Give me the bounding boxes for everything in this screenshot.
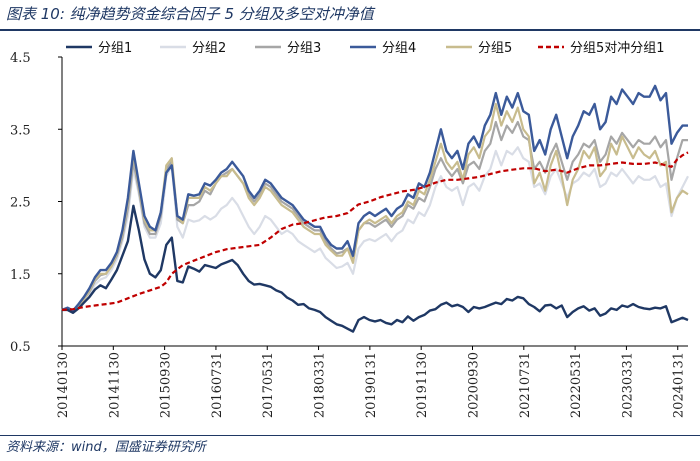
x-tick-label: 20170531 [261, 352, 276, 418]
series-line [61, 102, 689, 313]
x-tick-label: 20210731 [518, 352, 533, 418]
y-tick-label: 1.5 [10, 268, 31, 283]
series-line [61, 151, 689, 311]
x-tick-label: 20191130 [415, 352, 430, 418]
chart-legend: 分组1 分组2 分组3 分组4 分组5 分组5对冲分组1 [66, 41, 665, 56]
title-divider [0, 29, 700, 31]
chart-title: 图表 10: 纯净趋势资金综合因子 5 分组及多空对冲净值 [6, 5, 374, 23]
series-line [61, 84, 688, 312]
x-tick-label: 20160731 [210, 352, 225, 418]
x-tick-label: 20141130 [107, 352, 122, 418]
legend-label: 分组5 [478, 41, 512, 56]
series-layer [61, 84, 689, 333]
series-line [62, 204, 689, 333]
legend-label: 分组5对冲分组1 [570, 41, 665, 56]
y-tick-label: 3.5 [10, 123, 31, 138]
y-tick-label: 0.5 [10, 340, 31, 355]
x-tick-label: 20230331 [620, 352, 635, 418]
x-tick-label: 20200930 [466, 352, 481, 418]
line-chart: 0.5 1.5 2.5 3.5 4.5 20140130 20141130 20150930 2… [10, 41, 689, 418]
legend-label: 分组4 [382, 41, 416, 56]
source-note: 资料来源：wind，国盛证券研究所 [6, 440, 206, 455]
x-tick-label: 20140130 [56, 352, 71, 418]
legend-label: 分组1 [98, 41, 132, 56]
chart-axes: 0.5 1.5 2.5 3.5 4.5 20140130 20141130 20150930 2… [10, 51, 688, 418]
x-tick-label: 20240131 [672, 352, 687, 418]
y-tick-label: 2.5 [10, 196, 31, 211]
legend-label: 分组3 [287, 41, 321, 56]
legend-label: 分组2 [192, 41, 226, 56]
x-tick-label: 20220531 [569, 352, 584, 418]
x-tick-label: 20150930 [159, 352, 174, 418]
x-tick-label: 20180331 [313, 352, 328, 418]
y-tick-label: 4.5 [10, 51, 31, 66]
source-divider [0, 435, 700, 436]
x-tick-label: 20190131 [364, 352, 379, 418]
